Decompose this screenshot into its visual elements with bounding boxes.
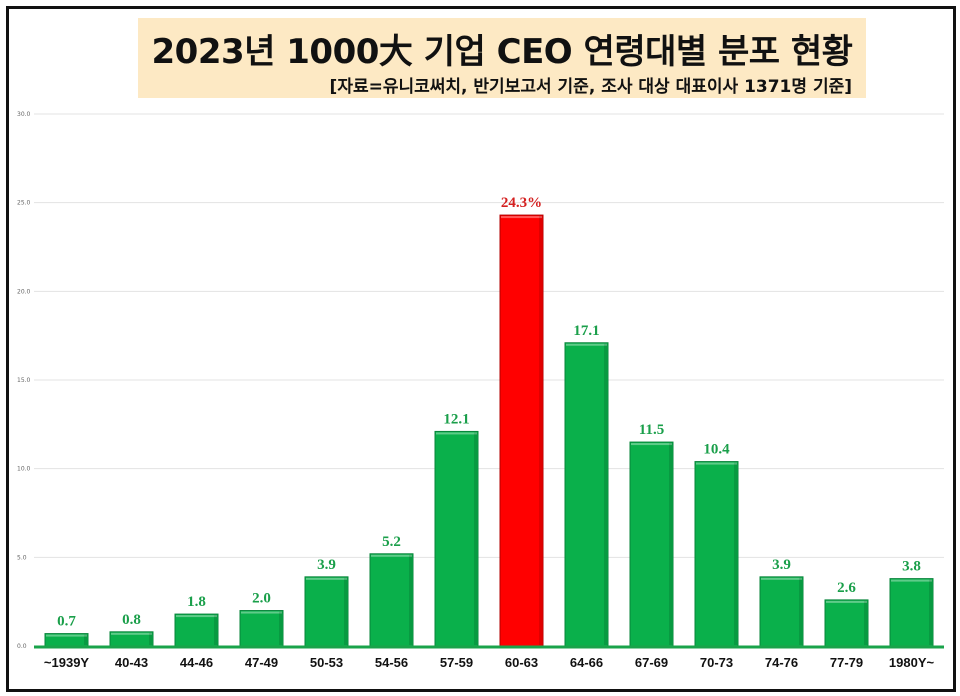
bar (239, 610, 284, 647)
x-tick-label: 64-66 (570, 655, 603, 670)
bar-bevel (501, 216, 542, 219)
bar-57-59 (434, 430, 479, 647)
data-labels: 0.7 0.8 1.8 2.0 3.9 5.2 12.1 24.3% 17.1 11.5 10.4 3… (57, 195, 921, 630)
bar-bevel (436, 432, 477, 435)
bar-shade (864, 600, 867, 645)
data-label: 0.7 (57, 614, 76, 630)
bar-bevel (176, 615, 217, 618)
y-tick-label: 30.0 (17, 111, 31, 118)
bar-bevel (566, 343, 607, 346)
bar-shade (409, 554, 412, 645)
x-tick-label: 70-73 (700, 655, 733, 670)
bar (824, 599, 869, 647)
bar-shade (84, 634, 87, 645)
bar-shade (929, 579, 932, 645)
bar-shade (279, 611, 282, 645)
x-tick-label: 40-43 (115, 655, 148, 670)
bar-bevel (46, 634, 87, 637)
bar-bevel (111, 632, 152, 635)
x-tick-label: 60-63 (505, 655, 538, 670)
bar-bevel (696, 462, 737, 465)
gridlines (34, 113, 944, 558)
bar (369, 553, 414, 647)
bar-bevel (371, 554, 412, 557)
bar-bevel (826, 600, 867, 603)
bar-shade (474, 432, 477, 645)
chart-title: 2023년 1000大 기업 CEO 연령대별 분포 현황 (151, 32, 853, 72)
y-tick-label: 10.0 (17, 466, 31, 473)
data-label: 0.8 (122, 612, 141, 628)
bar-47-49 (239, 610, 284, 647)
data-label: 3.8 (902, 559, 921, 575)
bar-shade (604, 343, 607, 645)
bar-60-63 (499, 214, 544, 647)
bar-50-53 (304, 576, 349, 647)
data-label: 12.1 (443, 411, 469, 427)
title-box: 2023년 1000大 기업 CEO 연령대별 분포 현황 [자료=유니코써치,… (138, 18, 866, 98)
bar-shade (344, 577, 347, 645)
bar (564, 342, 609, 647)
y-axis: 0.0 5.0 10.0 15.0 20.0 25.0 30.0 (17, 111, 31, 650)
x-axis: ~1939Y 40-43 44-46 47-49 50-53 54-56 57-59 60-6… (34, 645, 944, 670)
x-tick-label: 74-76 (765, 655, 798, 670)
bar (889, 578, 934, 647)
bar-44-46 (174, 613, 219, 647)
bar-shade (149, 632, 152, 645)
bar-bevel (891, 579, 932, 582)
bar-shade (799, 577, 802, 645)
bar (434, 430, 479, 647)
bar-74-76 (759, 576, 804, 647)
bar-77-79 (824, 599, 869, 647)
data-label: 3.9 (317, 557, 336, 573)
bar-64-66 (564, 342, 609, 647)
bars (44, 214, 934, 647)
data-label: 11.5 (639, 422, 664, 438)
x-tick-label: 44-46 (180, 655, 213, 670)
bar-bevel (631, 443, 672, 446)
bar-~1939Y (44, 633, 89, 647)
y-tick-label: 5.0 (17, 554, 27, 561)
bar (759, 576, 804, 647)
bar (304, 576, 349, 647)
y-tick-label: 20.0 (17, 288, 31, 295)
bar-shade (539, 216, 542, 645)
y-tick-label: 25.0 (17, 200, 31, 207)
x-tick-label: 67-69 (635, 655, 668, 670)
x-tick-label: 47-49 (245, 655, 278, 670)
bar-shade (734, 462, 737, 645)
x-tick-label: 77-79 (830, 655, 863, 670)
bar-shade (669, 443, 672, 645)
data-label: 24.3% (501, 195, 542, 211)
bar (694, 461, 739, 647)
bar-54-56 (369, 553, 414, 647)
bar (174, 613, 219, 647)
y-tick-label: 0.0 (17, 643, 27, 650)
chart-subtitle: [자료=유니코써치, 반기보고서 기준, 조사 대상 대표이사 1371명 기준… (329, 77, 852, 97)
data-label: 1.8 (187, 594, 206, 610)
data-label: 10.4 (703, 442, 730, 458)
x-tick-label: 54-56 (375, 655, 408, 670)
bar-1980Y~ (889, 578, 934, 647)
x-tick-label: 57-59 (440, 655, 473, 670)
bar-bevel (306, 577, 347, 580)
bar-shade (214, 615, 217, 645)
bar-67-69 (629, 441, 674, 647)
data-label: 3.9 (772, 557, 791, 573)
bar-40-43 (109, 631, 154, 647)
bar (499, 214, 544, 647)
x-tick-label: 1980Y~ (889, 655, 935, 670)
bar (629, 441, 674, 647)
bar-70-73 (694, 461, 739, 647)
bar-bevel (761, 577, 802, 580)
x-tick-label: 50-53 (310, 655, 343, 670)
x-tick-label: ~1939Y (44, 655, 90, 670)
data-label: 2.6 (837, 580, 856, 596)
data-label: 2.0 (252, 591, 271, 607)
bar-bevel (241, 611, 282, 614)
data-label: 17.1 (573, 323, 599, 339)
y-tick-label: 15.0 (17, 377, 31, 384)
data-label: 5.2 (382, 534, 401, 550)
